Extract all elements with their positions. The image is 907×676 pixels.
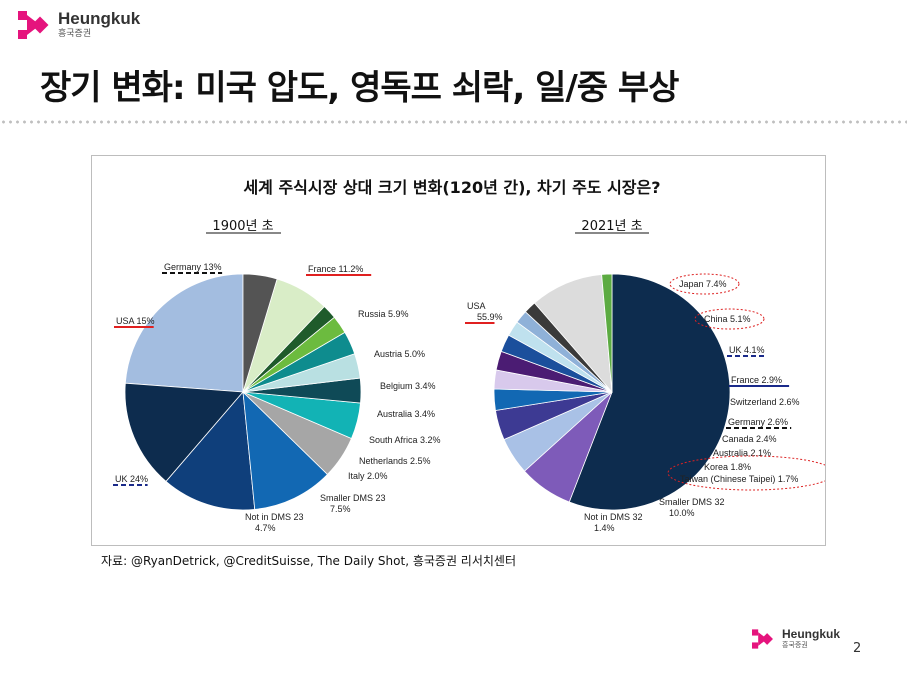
highlight-ellipse-japan xyxy=(669,273,740,295)
pie-2021-subtitle: 2021년 초 xyxy=(581,219,642,234)
label-smaller-dms-32: Smaller DMS 32 10.0% xyxy=(659,497,725,518)
pie-2021: USA 55.9% Japan 7.4% China 5.1% UK 4.1% Franc… xyxy=(465,273,825,533)
slice-usa xyxy=(568,273,731,511)
source-note: 자료: @RyanDetrick, @CreditSuisse, The Dai… xyxy=(101,554,516,568)
chart-title: 세계 주식시장 상대 크기 변화(120년 간), 차기 주도 시장은? xyxy=(243,178,660,197)
label-china: China 5.1% xyxy=(704,314,751,324)
slice-germany xyxy=(165,391,256,511)
brand-logo-icon xyxy=(18,10,49,39)
slice-not-in-dms-23 xyxy=(242,273,278,393)
brand-name: Heungkuk xyxy=(58,9,141,28)
label-netherlands: Netherlands 2.5% xyxy=(359,456,431,466)
pie-slices xyxy=(493,273,731,511)
highlight-ellipse-china xyxy=(694,308,765,330)
brand-subname: 흥국증권 xyxy=(58,29,92,39)
label-japan: Japan 7.4% xyxy=(679,279,727,289)
pie-labels: UK 24% USA 15% Germany 13% France 11.2% Russ… xyxy=(113,262,441,533)
label-germany: Germany 13% xyxy=(164,262,222,272)
chart-frame: 세계 주식시장 상대 크기 변화(120년 간), 차기 주도 시장은? 190… xyxy=(91,155,826,546)
footer-logo: Heungkuk 흥국증권 xyxy=(752,628,840,649)
slice-usa xyxy=(124,382,244,483)
pie-1900-subtitle: 1900년 초 xyxy=(212,219,273,234)
label-russia: Russia 5.9% xyxy=(358,309,409,319)
label-canada: Canada 2.4% xyxy=(722,434,777,444)
label-taiwan: Taiwan (Chinese Taipei) 1.7% xyxy=(680,474,798,484)
label-not-in-dms-23: Not in DMS 23 4.7% xyxy=(245,512,304,533)
pie-labels: USA 55.9% Japan 7.4% China 5.1% UK 4.1% Franc… xyxy=(465,273,825,533)
label-uk: UK 24% xyxy=(115,474,148,484)
label-uk: UK 4.1% xyxy=(729,345,765,355)
label-switzerland: Switzerland 2.6% xyxy=(730,397,800,407)
label-france: France 2.9% xyxy=(731,375,782,385)
label-france: France 11.2% xyxy=(308,264,363,274)
label-usa: USA 55.9% xyxy=(467,301,503,322)
dotted-divider xyxy=(0,118,907,126)
label-usa: USA 15% xyxy=(116,316,155,326)
label-italy: Italy 2.0% xyxy=(348,471,388,481)
pie-1900: UK 24% USA 15% Germany 13% France 11.2% Russ… xyxy=(113,262,441,533)
footer-logo-icon xyxy=(752,628,773,649)
pie-slices xyxy=(124,273,362,511)
slice-smaller-dms-32 xyxy=(533,274,613,394)
footer-brand-subname: 흥국증권 xyxy=(782,641,808,649)
brand-logo: Heungkuk 흥국증권 xyxy=(18,10,140,39)
slide-title: 장기 변화: 미국 압도, 영독프 쇠락, 일/중 부상 xyxy=(40,68,679,108)
label-australia: Australia 2.1% xyxy=(713,448,771,458)
label-belgium: Belgium 3.4% xyxy=(380,381,436,391)
label-smaller-dms-23: Smaller DMS 23 7.5% xyxy=(320,493,386,514)
slice-uk xyxy=(124,273,244,393)
label-not-in-dms-32: Not in DMS 32 1.4% xyxy=(584,512,643,533)
page-number: 2 xyxy=(853,641,862,656)
label-south-africa: South Africa 3.2% xyxy=(369,435,441,445)
label-austria: Austria 5.0% xyxy=(374,349,425,359)
label-germany: Germany 2.6% xyxy=(728,417,788,427)
chart-svg: 세계 주식시장 상대 크기 변화(120년 간), 차기 주도 시장은? 190… xyxy=(113,178,825,533)
label-korea: Korea 1.8% xyxy=(704,462,751,472)
label-australia: Australia 3.4% xyxy=(377,409,435,419)
slice-france xyxy=(242,390,329,510)
footer-brand-name: Heungkuk xyxy=(782,627,841,641)
slice-not-in-dms-32 xyxy=(601,273,613,393)
